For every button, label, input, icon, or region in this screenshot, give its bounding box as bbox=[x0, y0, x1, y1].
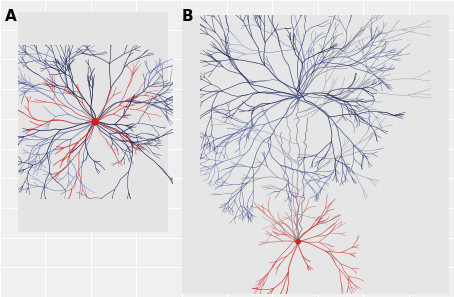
Text: B: B bbox=[182, 9, 193, 24]
Circle shape bbox=[92, 119, 99, 125]
Bar bbox=[182, 15, 449, 294]
Text: A: A bbox=[5, 9, 16, 24]
Bar bbox=[18, 12, 168, 232]
Circle shape bbox=[296, 240, 300, 244]
